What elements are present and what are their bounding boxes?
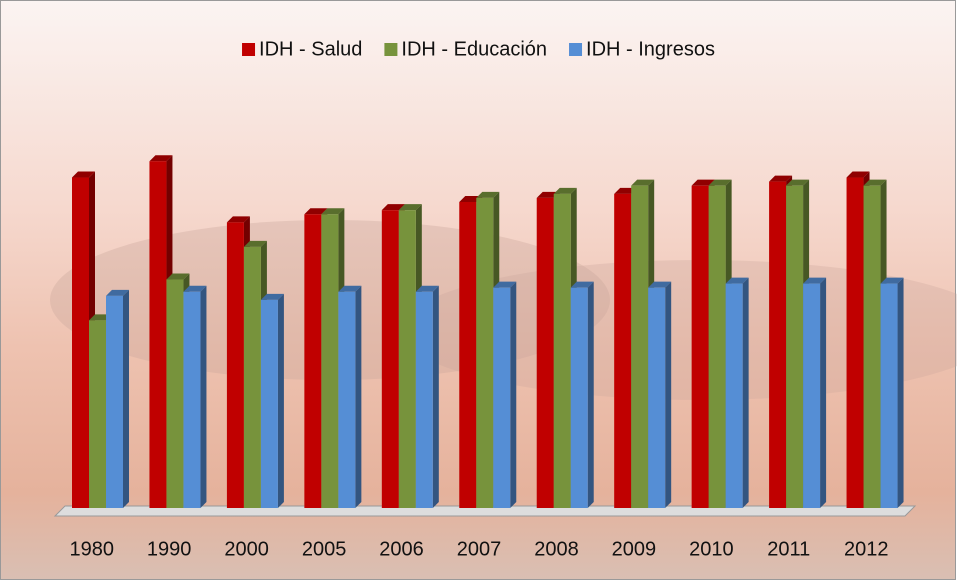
bar <box>381 210 399 508</box>
bar-top <box>304 208 328 215</box>
bar-top <box>769 175 793 182</box>
bar-side <box>510 281 517 508</box>
bar <box>183 291 201 508</box>
bar <box>304 214 322 509</box>
bar <box>570 287 588 508</box>
floor <box>53 505 917 517</box>
bar <box>786 185 804 508</box>
bar <box>536 197 554 509</box>
bar <box>72 177 89 508</box>
legend-label: IDH - Salud <box>259 38 362 60</box>
bar-top <box>166 273 190 280</box>
bar-top <box>648 281 672 288</box>
bar <box>166 279 184 508</box>
bar-side <box>277 293 284 508</box>
x-tick-label: 2008 <box>534 538 579 560</box>
bar-top <box>553 187 577 194</box>
bar-top <box>631 179 655 186</box>
bar <box>226 222 244 508</box>
x-tick-label: 2000 <box>224 538 269 560</box>
bar-top <box>570 281 594 288</box>
bar <box>243 246 261 508</box>
bar-top <box>880 277 904 284</box>
bar-side <box>432 285 439 508</box>
bar-side <box>665 281 672 508</box>
x-tick-label: 1990 <box>147 538 192 560</box>
bar-top <box>321 208 345 215</box>
bar-top <box>338 285 362 292</box>
bar <box>260 299 278 508</box>
bar-side <box>742 277 749 508</box>
x-tick-label: 2012 <box>844 538 889 560</box>
bar-top <box>260 293 284 300</box>
legend-label: IDH - Ingresos <box>586 38 715 60</box>
x-tick-label: 2010 <box>689 538 734 560</box>
bar <box>459 202 477 508</box>
bar <box>106 295 123 508</box>
bar <box>769 181 787 508</box>
legend-label: IDH - Educación <box>401 38 547 60</box>
bar <box>846 177 864 508</box>
bar-top <box>803 277 827 284</box>
bar-top <box>183 285 207 292</box>
bar <box>476 197 494 509</box>
legend-swatch <box>569 43 583 56</box>
bar-side <box>200 285 207 508</box>
bar <box>614 193 632 508</box>
x-tick-label: 2007 <box>457 538 502 560</box>
bar-top <box>863 179 887 186</box>
bar-side <box>820 277 827 508</box>
x-tick-label: 2009 <box>612 538 657 560</box>
bar-top <box>106 289 129 296</box>
bar-side <box>123 289 129 508</box>
bar <box>338 291 356 508</box>
bar-top <box>149 155 173 162</box>
bar <box>631 185 649 508</box>
legend-swatch <box>242 43 256 56</box>
bar <box>321 214 339 509</box>
bar <box>553 193 571 508</box>
bar-side <box>587 281 594 508</box>
bar <box>691 185 709 508</box>
bar <box>415 291 433 508</box>
bar-top <box>786 179 810 186</box>
bar <box>880 283 898 508</box>
legend-swatch <box>384 43 398 56</box>
bar-top <box>476 191 500 198</box>
bar-top <box>398 204 422 211</box>
x-tick-label: 1980 <box>69 538 114 560</box>
bar-side <box>897 277 904 508</box>
x-tick-label: 2005 <box>302 538 347 560</box>
bar-top <box>691 179 715 186</box>
bar <box>725 283 743 508</box>
x-tick-label: 2011 <box>767 538 810 560</box>
bar <box>803 283 821 508</box>
bar <box>648 287 666 508</box>
bar <box>863 185 881 508</box>
bar-top <box>725 277 749 284</box>
bar-top <box>846 171 870 178</box>
bar <box>149 161 167 508</box>
bar-top <box>381 204 405 211</box>
bar-top <box>708 179 732 186</box>
bar-top <box>415 285 439 292</box>
bar-top <box>493 281 517 288</box>
bar <box>89 320 106 508</box>
x-tick-label: 2006 <box>379 538 424 560</box>
bar <box>708 185 726 508</box>
bar-side <box>355 285 362 508</box>
bar <box>493 287 511 508</box>
bar-top <box>226 216 250 223</box>
bar-top <box>72 171 95 178</box>
bar <box>398 210 416 508</box>
bar-top <box>243 240 267 247</box>
